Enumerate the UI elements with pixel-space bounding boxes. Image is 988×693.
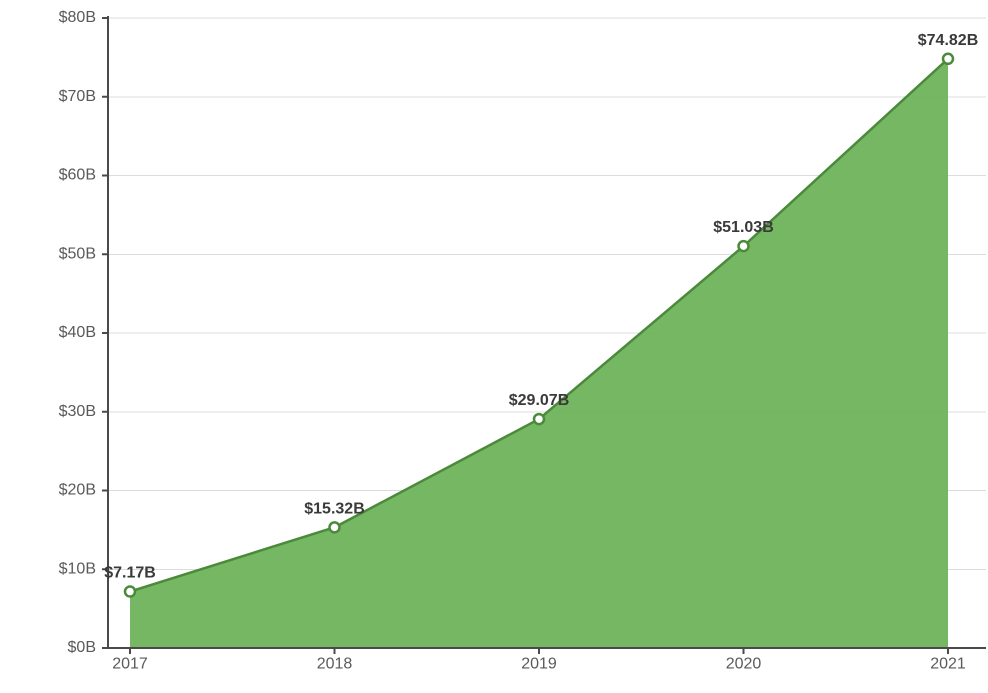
y-tick-label: $70B xyxy=(59,88,96,105)
y-tick-label: $60B xyxy=(59,167,96,184)
data-marker xyxy=(125,587,135,597)
chart-svg: $0B $10B $20B $30B $40B $50B $60B $70B $80B 2017 2… xyxy=(0,0,988,693)
x-tick-label: 2018 xyxy=(317,655,353,672)
x-tick-label: 2019 xyxy=(521,655,557,672)
x-tick-label: 2021 xyxy=(930,655,966,672)
data-label: $7.17B xyxy=(104,565,156,582)
y-tick-label: $50B xyxy=(59,245,96,262)
y-tick-label: $40B xyxy=(59,324,96,341)
data-marker xyxy=(534,414,544,424)
x-tick-label: 2020 xyxy=(726,655,762,672)
data-label: $74.82B xyxy=(918,32,979,49)
data-marker xyxy=(739,241,749,251)
data-label: $15.32B xyxy=(304,500,365,517)
data-marker xyxy=(330,522,340,532)
y-tick-label: $10B xyxy=(59,560,96,577)
data-marker xyxy=(943,54,953,64)
y-tick-label: $0B xyxy=(68,639,96,656)
data-label: $51.03B xyxy=(713,219,774,236)
data-label: $29.07B xyxy=(509,392,570,409)
y-tick-label: $80B xyxy=(59,9,96,26)
y-tick-label: $30B xyxy=(59,403,96,420)
area-chart: $0B $10B $20B $30B $40B $50B $60B $70B $80B 2017 2… xyxy=(0,0,988,693)
y-tick-label: $20B xyxy=(59,482,96,499)
x-tick-label: 2017 xyxy=(112,655,148,672)
